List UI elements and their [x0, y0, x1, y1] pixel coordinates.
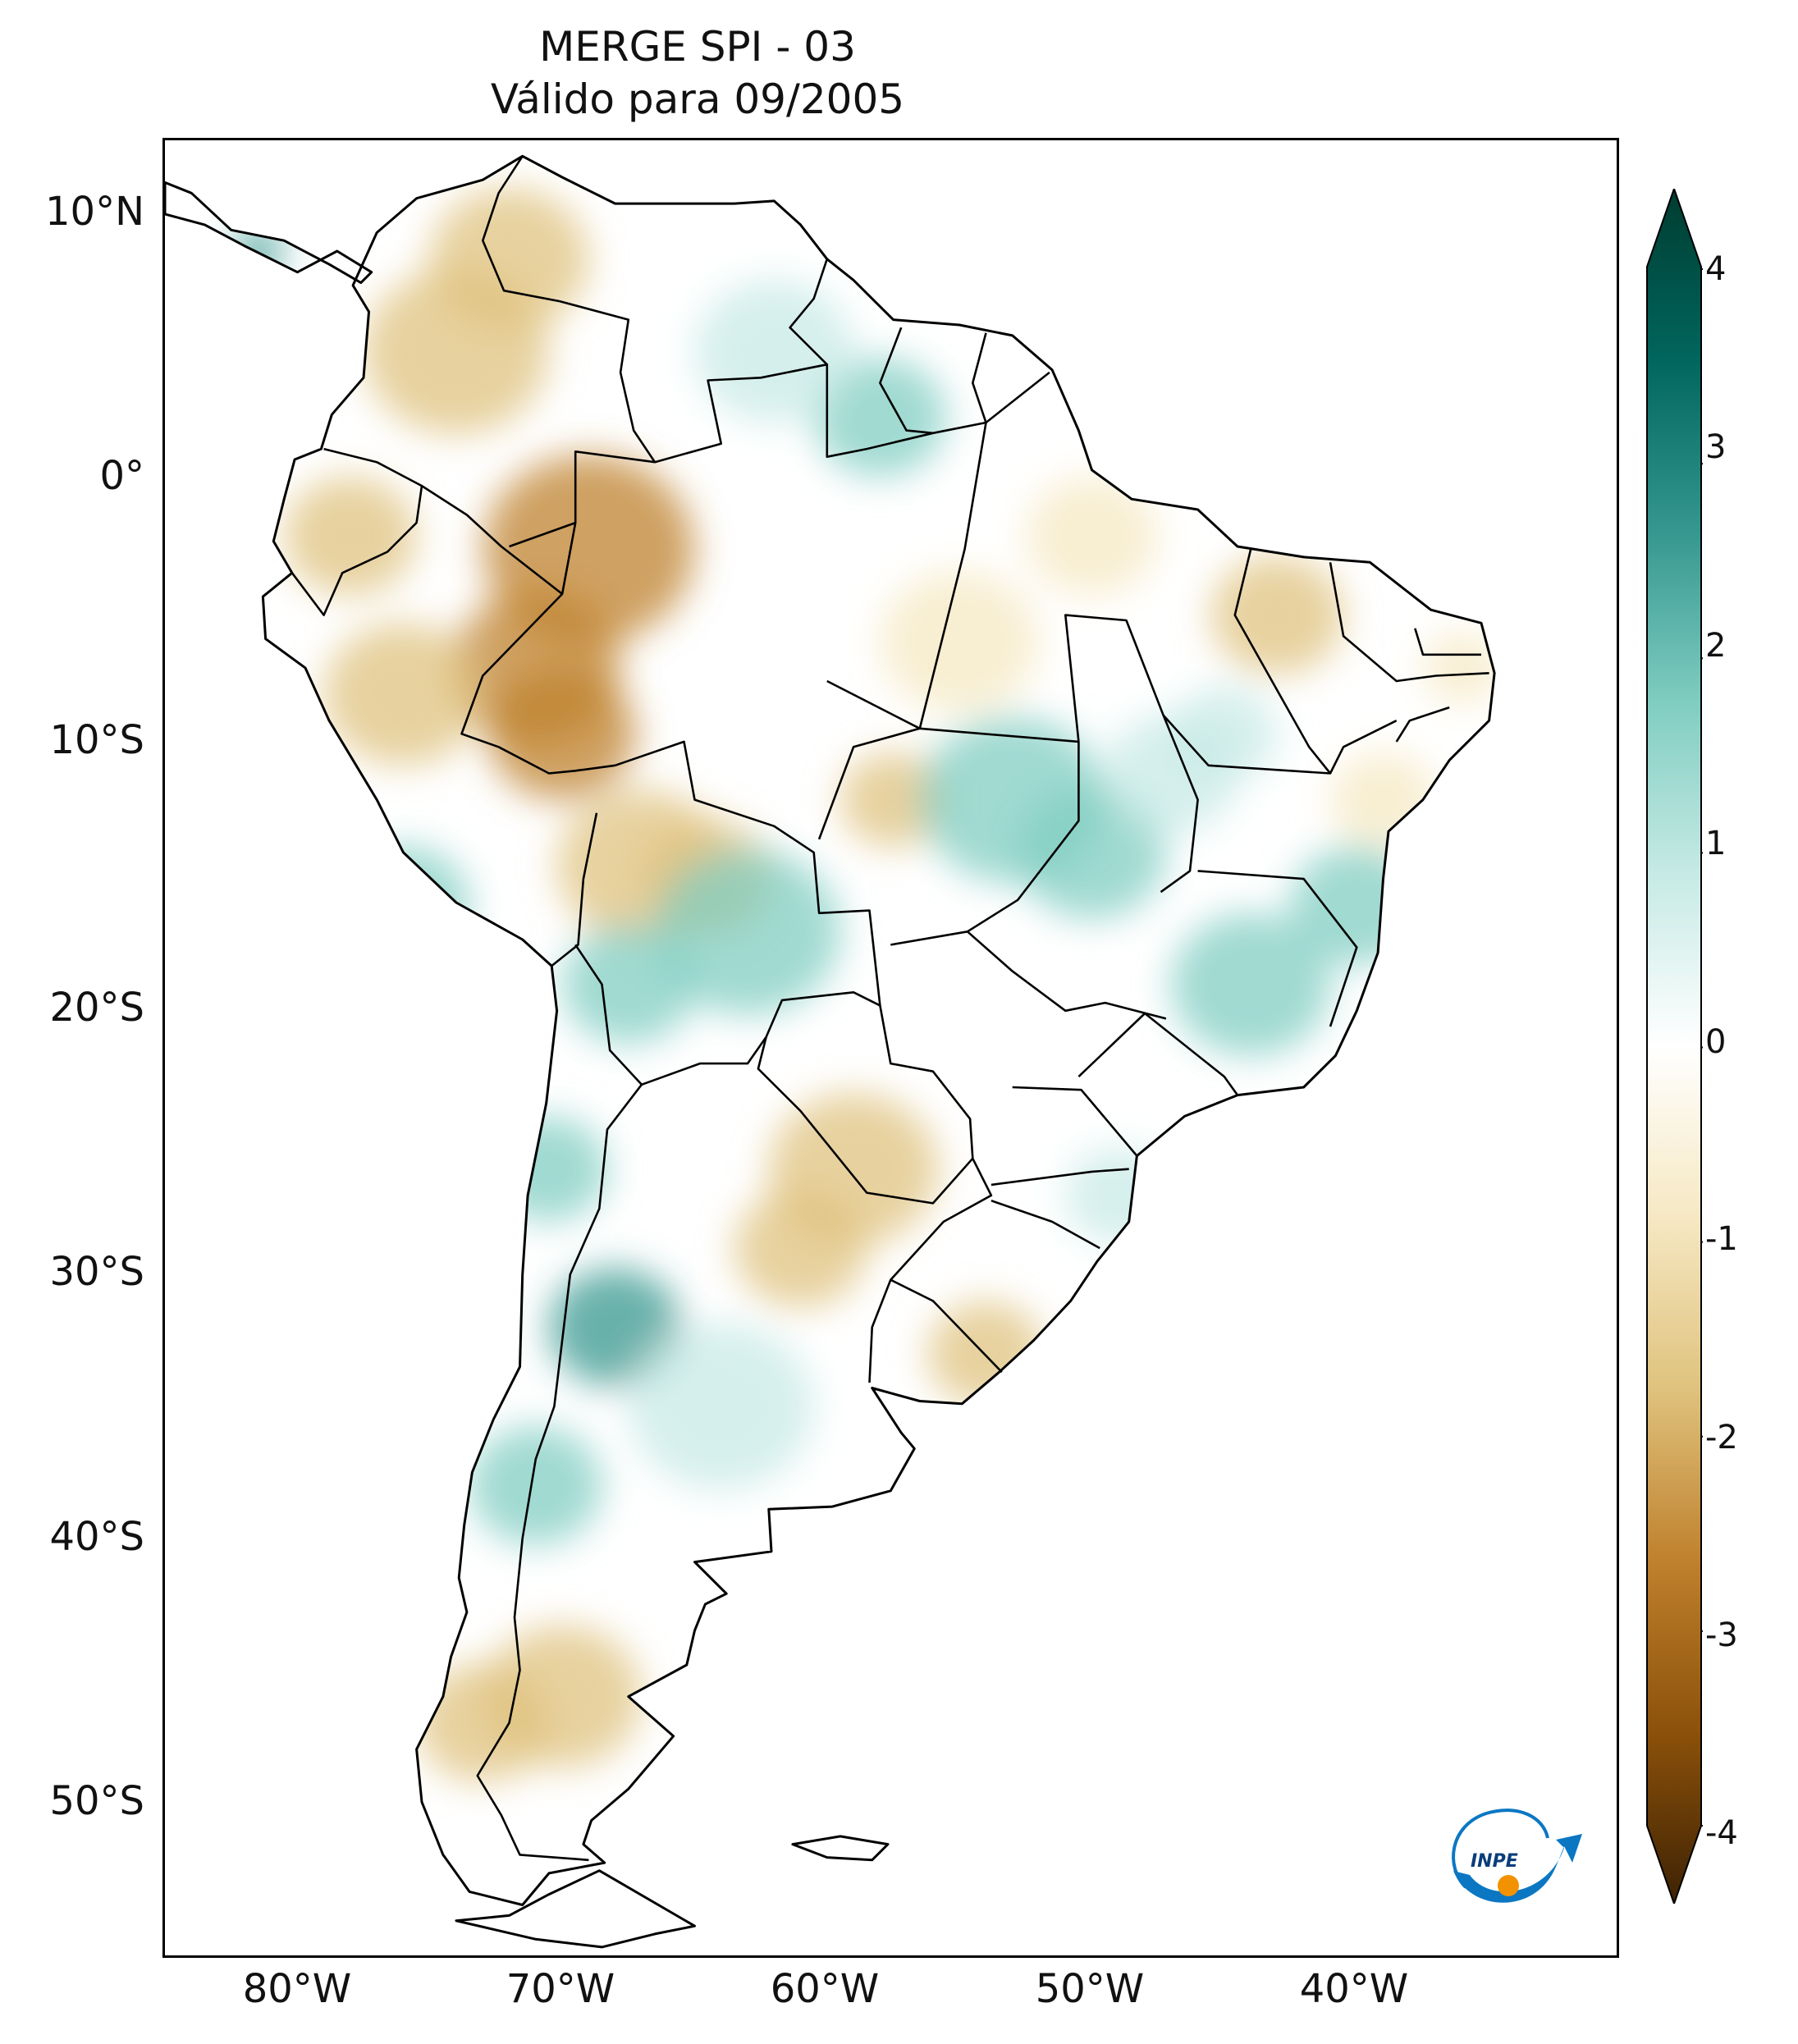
anomaly-patch — [840, 752, 947, 848]
map-subtitle: Válido para 09/2005 — [490, 75, 905, 123]
colorbar-tick-neg3: -3 — [1705, 1616, 1738, 1654]
country-border — [918, 422, 987, 729]
lon-label-70w: 70°W — [506, 1966, 615, 2012]
colorbar-bar — [1646, 189, 1702, 1904]
anomaly-patch — [1025, 476, 1159, 596]
colorbar-tick-3: 3 — [1705, 428, 1727, 466]
country-border — [991, 1199, 1100, 1250]
anomaly-patch — [429, 187, 589, 331]
anomaly-patch — [1171, 912, 1330, 1056]
country-border — [1233, 548, 1332, 775]
spi-anomaly-field — [165, 156, 1495, 1947]
country-border — [972, 332, 987, 423]
anomaly-patch — [284, 476, 417, 596]
country-border — [868, 1279, 892, 1383]
logo-thin-arc — [1452, 1809, 1549, 1889]
lat-label-50s: 50°S — [49, 1778, 144, 1824]
south-america-map — [165, 154, 1496, 1949]
country-border — [551, 812, 598, 967]
colorbar-tick-neg2: -2 — [1705, 1419, 1738, 1456]
country-border — [574, 944, 881, 1086]
map-title: MERGE SPI - 03 — [539, 23, 856, 71]
anomaly-patch — [734, 1188, 867, 1308]
lat-label-10s: 10°S — [49, 717, 144, 763]
lon-label-40w: 40°W — [1299, 1966, 1409, 2012]
anomaly-patch — [655, 848, 840, 1015]
colorbar-tick-4: 4 — [1705, 250, 1727, 288]
country-border — [1414, 628, 1481, 656]
anomaly-patch — [1210, 556, 1344, 674]
lon-label-60w: 60°W — [770, 1966, 880, 2012]
country-border — [789, 258, 829, 366]
country-border — [476, 1084, 643, 1862]
country-border — [1012, 1086, 1138, 1157]
anomaly-patch — [416, 1663, 549, 1783]
country-border — [460, 363, 1050, 1374]
anomaly-patch — [628, 1323, 814, 1490]
country-border — [1329, 562, 1489, 683]
colorbar-tick-0: 0 — [1705, 1023, 1727, 1061]
anomaly-patch — [490, 1117, 607, 1222]
colorbar — [1646, 189, 1703, 1904]
anomaly-patch — [323, 623, 483, 766]
lon-label-80w: 80°W — [242, 1966, 352, 2012]
central-america-outline — [165, 181, 373, 285]
tierra-del-fuego-outline — [455, 1869, 696, 1949]
anomaly-clip-group — [165, 156, 1495, 1947]
colorbar-tick-1: 1 — [1705, 825, 1727, 862]
anomaly-patch — [469, 1426, 602, 1545]
logo-swoosh — [1453, 1834, 1582, 1903]
anomaly-patch — [562, 925, 695, 1044]
anomaly-patch — [336, 845, 470, 965]
country-border — [1077, 1012, 1239, 1096]
country-border — [967, 931, 1167, 1020]
map-panel — [162, 138, 1619, 1958]
anomaly-patch — [694, 280, 854, 423]
coastline — [261, 154, 1496, 1906]
country-borders — [165, 154, 1496, 1949]
colorbar-tick-2: 2 — [1705, 627, 1727, 665]
anomaly-patch — [1422, 632, 1495, 704]
lat-label-40s: 40°S — [49, 1514, 144, 1560]
anomaly-patch — [1065, 1147, 1172, 1243]
country-border — [757, 1036, 974, 1205]
lat-label-30s: 30°S — [49, 1249, 144, 1295]
lat-label-20s: 20°S — [49, 985, 144, 1031]
anomaly-patch — [813, 358, 947, 477]
colorbar-tick-neg4: -4 — [1705, 1814, 1738, 1852]
logo-dot — [1498, 1875, 1519, 1896]
country-border — [482, 155, 657, 463]
logo-text: INPE — [1471, 1851, 1518, 1872]
country-border — [817, 727, 921, 840]
lon-label-50w: 50°W — [1035, 1966, 1145, 2012]
country-border — [879, 327, 934, 435]
inpe-logo: INPE — [1452, 1809, 1582, 1903]
anomaly-patch — [927, 1301, 1045, 1406]
country-border — [291, 447, 423, 616]
colorbar-tick-neg1: -1 — [1705, 1220, 1738, 1258]
anomaly-patch — [487, 667, 637, 801]
anomaly-patch — [1330, 752, 1437, 848]
falkland-islands-outline — [791, 1835, 890, 1862]
country-border — [890, 741, 1080, 946]
anomaly-patch — [1171, 686, 1278, 782]
anomaly-patch — [880, 569, 1039, 713]
country-border — [421, 485, 563, 595]
country-border — [509, 521, 576, 548]
country-border — [1395, 706, 1450, 743]
lat-label-0: 0° — [99, 453, 144, 499]
lat-label-10n: 10°N — [45, 189, 144, 235]
anomaly-patch — [1018, 785, 1166, 919]
country-border — [991, 1168, 1129, 1187]
country-border — [1197, 870, 1358, 1027]
